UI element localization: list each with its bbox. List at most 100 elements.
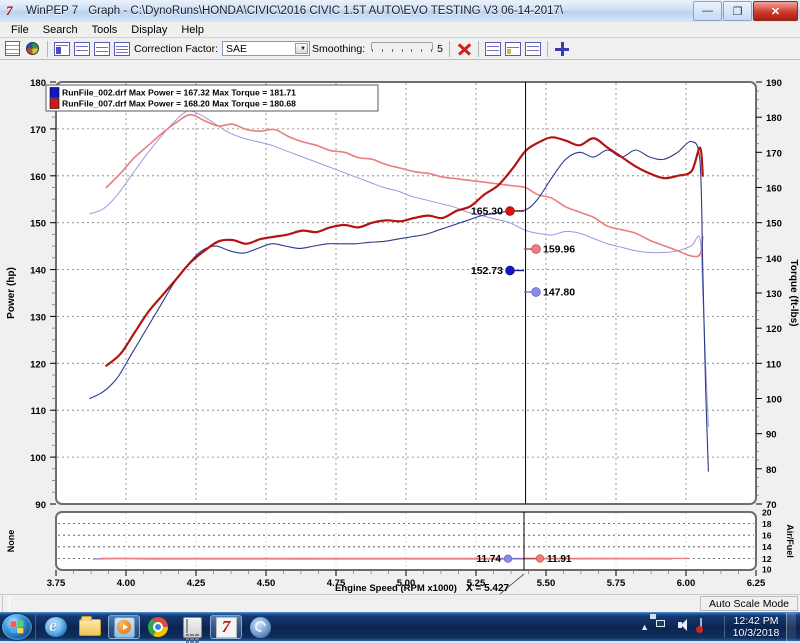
- dyno-graph-svg[interactable]: 180 170 160 150 140 130 120 110 100 90: [0, 60, 800, 594]
- torque-red-marker-dot[interactable]: [532, 245, 541, 254]
- smoothing-label: Smoothing:: [312, 43, 365, 55]
- svg-text:140: 140: [766, 254, 782, 265]
- tray-overflow-icon[interactable]: ▲: [640, 622, 649, 632]
- graph-client-area: DYNOJET RESEARCH Injen Technology CF: SA…: [0, 60, 800, 594]
- minimize-button[interactable]: —: [693, 1, 722, 21]
- crosshair-button[interactable]: [552, 39, 571, 58]
- afr-blue-marker-label: 11.74: [477, 554, 502, 565]
- close-button[interactable]: ✕: [753, 1, 798, 21]
- toolbar-separator-1: [47, 41, 48, 57]
- action-center-flag-icon[interactable]: [700, 619, 716, 635]
- chrome-icon: [148, 617, 168, 637]
- afr-red-marker-dot[interactable]: [536, 555, 544, 563]
- svg-text:110: 110: [31, 406, 46, 417]
- taskbar-item-windows-explorer[interactable]: [74, 615, 106, 639]
- pan-graph-button[interactable]: [503, 39, 522, 58]
- menu-item-file[interactable]: File: [4, 23, 36, 37]
- svg-text:90: 90: [766, 430, 777, 441]
- taskbar-item-calculator[interactable]: [176, 615, 208, 639]
- menu-item-display[interactable]: Display: [124, 23, 174, 37]
- system-tray: ▲ 12:42 PM 10/3/2018: [636, 613, 800, 641]
- status-bar-grip: [2, 595, 10, 612]
- clock-time: 12:42 PM: [734, 615, 779, 627]
- svg-text:80: 80: [766, 465, 777, 476]
- svg-text:150: 150: [30, 219, 46, 230]
- delete-run-button[interactable]: [454, 39, 473, 58]
- left-axis-title: Power (hp): [6, 267, 17, 319]
- afr-left-axis-title: None: [6, 530, 16, 553]
- calculator-icon: [183, 617, 202, 638]
- main-toolbar: Correction Factor: SAE ▼ Smoothing: 5: [0, 38, 800, 60]
- run-graph-button[interactable]: [52, 39, 71, 58]
- media-player-icon: [114, 617, 135, 638]
- taskbar-item-winpep[interactable]: 7: [210, 615, 242, 639]
- menu-item-search[interactable]: Search: [36, 23, 85, 37]
- table-grid-icon: [5, 41, 20, 56]
- power-red-marker-dot[interactable]: [506, 207, 515, 216]
- network-icon[interactable]: [656, 619, 672, 635]
- taskbar-item-chrome[interactable]: [142, 615, 174, 639]
- toolbar-separator-2: [449, 41, 450, 57]
- svg-text:14: 14: [762, 542, 772, 552]
- graph-plot-wrapper[interactable]: 180 170 160 150 140 130 120 110 100 90: [0, 60, 800, 594]
- table-view-button[interactable]: [3, 39, 22, 58]
- smoothing-slider[interactable]: [371, 41, 433, 57]
- folder-icon: [79, 619, 101, 636]
- x-tick-3: 4.50: [257, 578, 276, 589]
- winpep-taskbar-icon: 7: [216, 617, 237, 638]
- svg-text:120: 120: [30, 359, 46, 370]
- taskbar-separator: [35, 615, 36, 639]
- x-tick-9: 6.00: [677, 578, 696, 589]
- svg-text:16: 16: [762, 531, 772, 541]
- start-button[interactable]: [2, 614, 32, 640]
- svg-text:180: 180: [30, 78, 46, 89]
- winpep-app-icon: 7: [5, 3, 21, 19]
- chevron-down-icon[interactable]: ▼: [295, 43, 308, 54]
- color-wheel-button[interactable]: [23, 39, 42, 58]
- svg-text:100: 100: [30, 453, 46, 464]
- show-desktop-button[interactable]: [786, 613, 796, 641]
- power-red-marker-label: 165.30: [471, 206, 503, 218]
- wave-app-icon: [250, 617, 271, 638]
- taskbar-item-wave[interactable]: [244, 615, 276, 639]
- window-title-path: Graph - C:\DynoRuns\HONDA\CIVIC\2016 CIV…: [88, 5, 563, 17]
- taskbar-item-internet-explorer[interactable]: [40, 615, 72, 639]
- internet-explorer-icon: [45, 617, 67, 637]
- maximize-restore-button[interactable]: ❐: [723, 1, 752, 21]
- svg-text:100: 100: [766, 395, 782, 406]
- correction-factor-select[interactable]: SAE ▼: [222, 41, 310, 56]
- x-tick-1: 4.00: [117, 578, 136, 589]
- compare-graph-button[interactable]: [92, 39, 111, 58]
- multi-graph-icon: [114, 42, 130, 56]
- export-graph-button[interactable]: [523, 39, 542, 58]
- taskbar-item-media-player[interactable]: [108, 615, 140, 639]
- menu-item-tools[interactable]: Tools: [85, 23, 125, 37]
- afr-blue-marker-dot[interactable]: [504, 555, 512, 563]
- overlay-graph-icon: [74, 42, 90, 56]
- torque-blue-marker-label: 147.80: [543, 287, 575, 299]
- svg-text:12: 12: [762, 554, 772, 564]
- legend-entry-1-text: RunFile_007.drf Max Power = 168.20 Max T…: [62, 99, 296, 109]
- zoom-graph-button[interactable]: [483, 39, 502, 58]
- svg-text:120: 120: [766, 324, 782, 335]
- window-title-app-name: WinPEP 7: [26, 5, 78, 17]
- legend-entry-0-text: RunFile_002.drf Max Power = 167.32 Max T…: [62, 88, 296, 98]
- svg-text:170: 170: [30, 125, 46, 136]
- windows-taskbar: 7 ▲ 12:42 PM 10/3/2018: [0, 612, 800, 641]
- x-tick-0: 3.75: [47, 578, 66, 589]
- magnifier-icon: [485, 42, 501, 56]
- crosshair-icon: [555, 42, 569, 56]
- overlay-graph-button[interactable]: [72, 39, 91, 58]
- taskbar-clock[interactable]: 12:42 PM 10/3/2018: [730, 615, 782, 639]
- x-tick-2: 4.25: [187, 578, 206, 589]
- status-mode-text: Auto Scale Mode: [700, 596, 798, 611]
- torque-blue-marker-dot[interactable]: [532, 288, 541, 297]
- menu-item-help[interactable]: Help: [174, 23, 211, 37]
- volume-icon[interactable]: [678, 619, 694, 635]
- run-graph-icon: [54, 42, 70, 56]
- multi-graph-button[interactable]: [112, 39, 131, 58]
- svg-text:190: 190: [766, 78, 782, 89]
- afr-red-marker-label: 11.91: [547, 554, 572, 565]
- power-blue-marker-dot[interactable]: [506, 266, 515, 275]
- smoothing-slider-ticks: [372, 49, 432, 55]
